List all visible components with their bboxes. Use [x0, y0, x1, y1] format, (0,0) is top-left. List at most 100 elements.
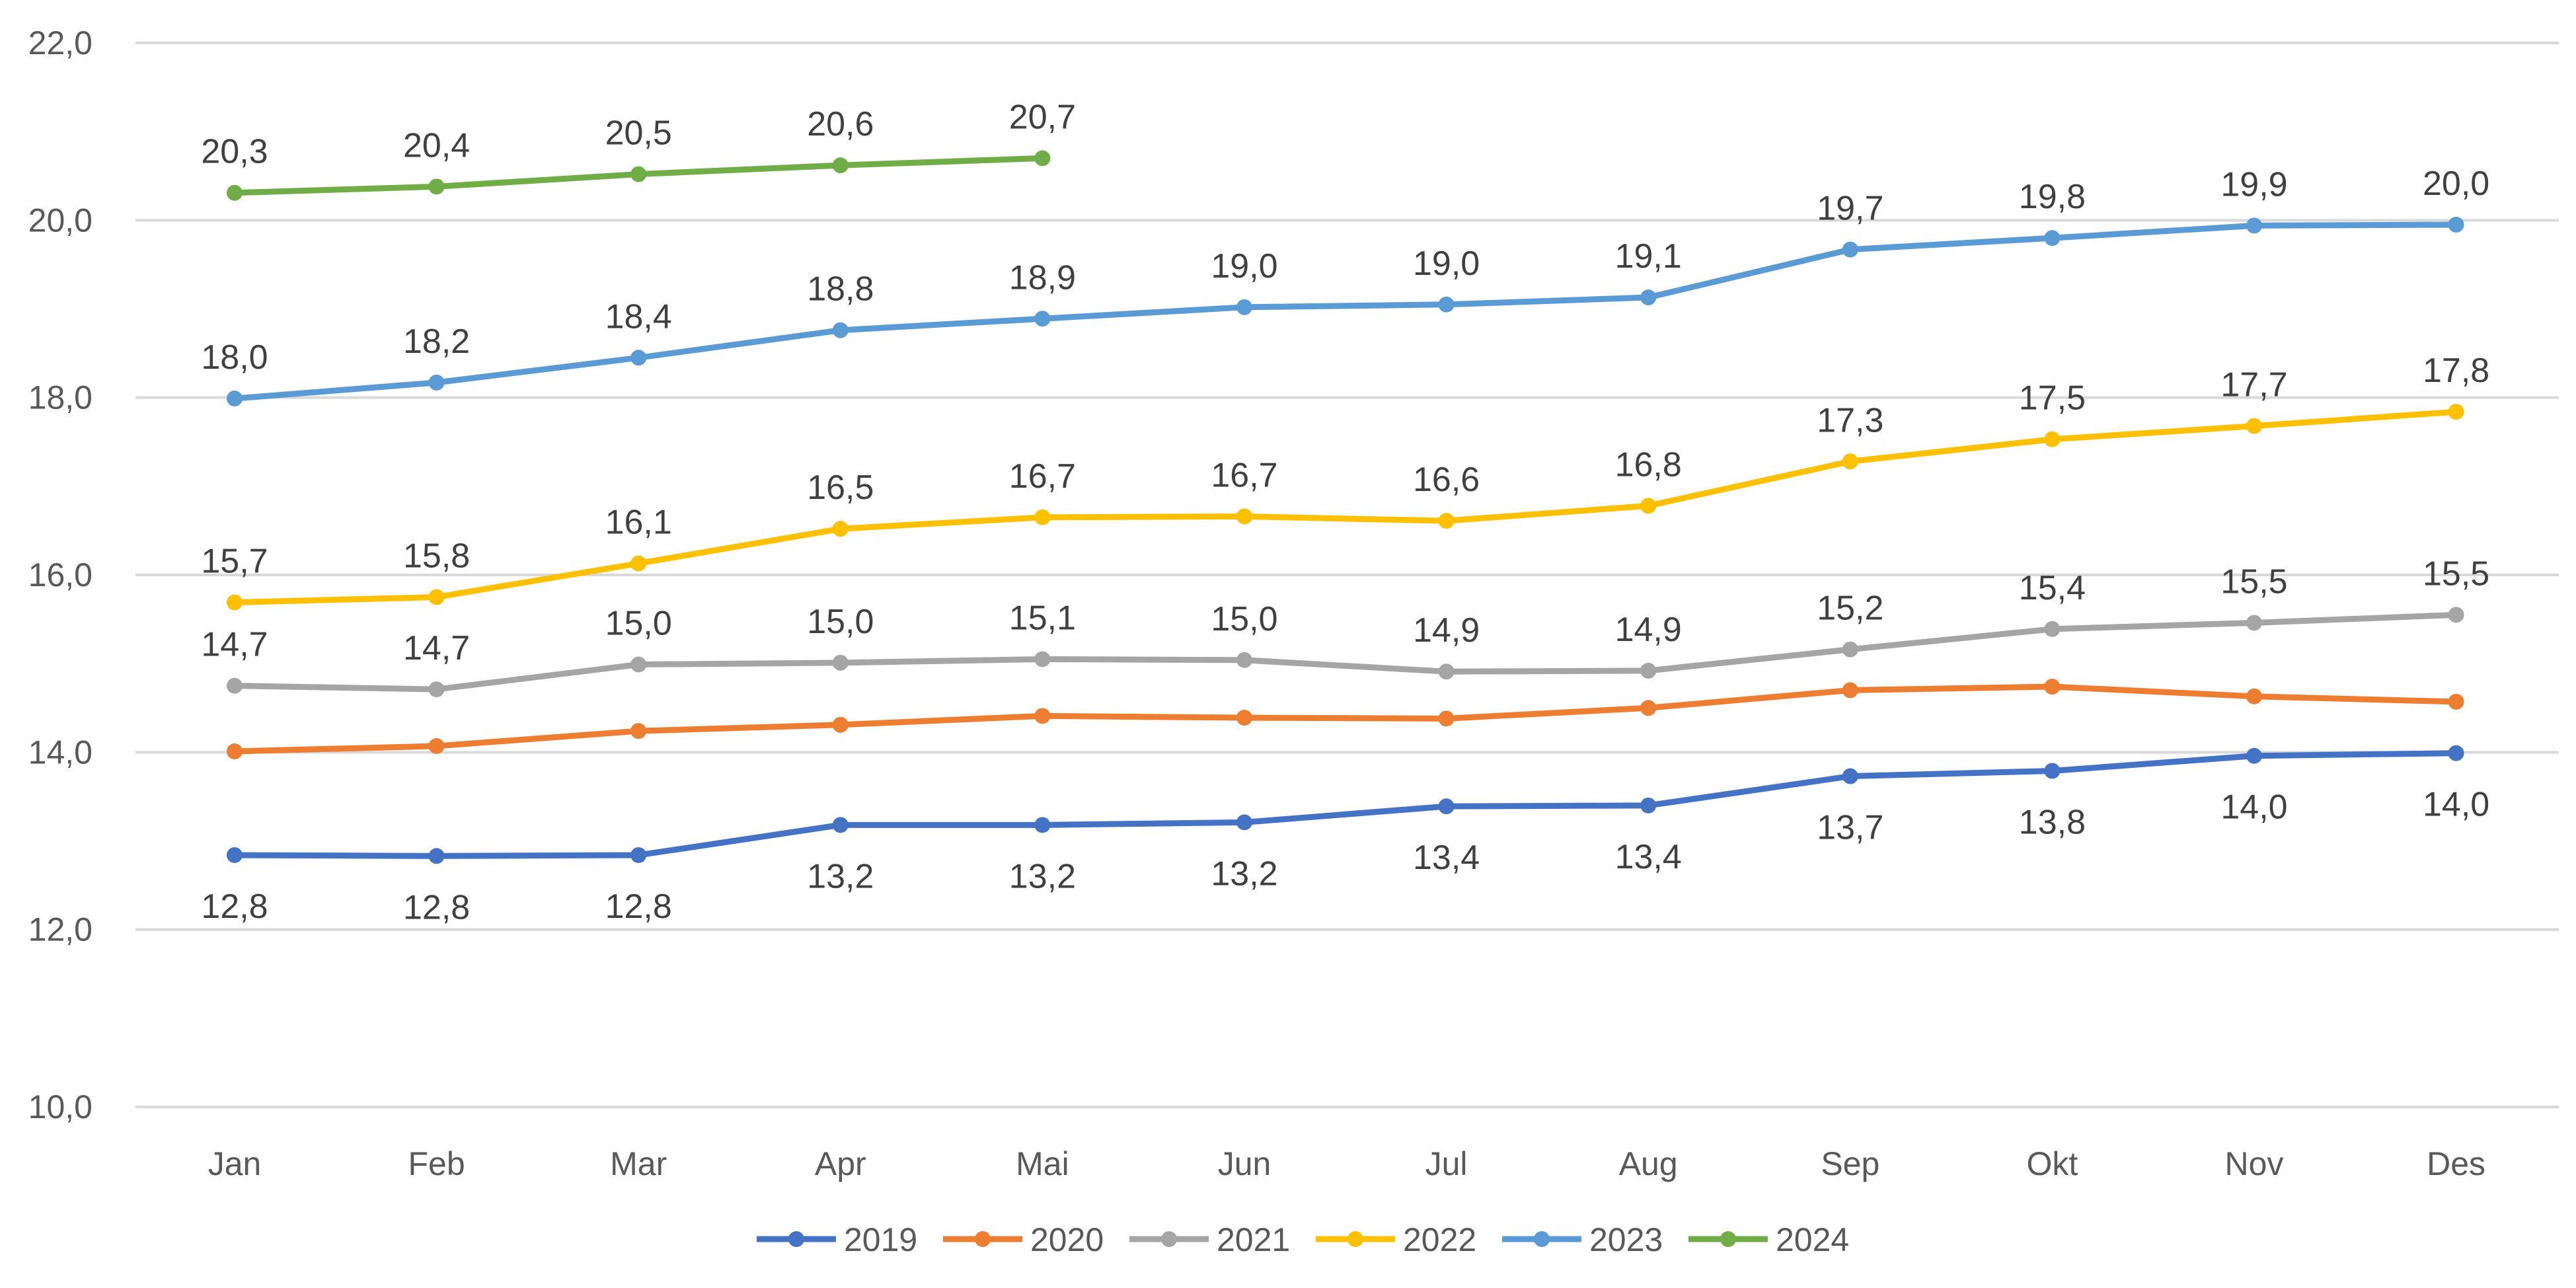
- data-point-2023: [1842, 241, 1858, 258]
- data-point-2022: [2448, 404, 2464, 420]
- data-label-2019: 13,2: [807, 857, 874, 895]
- data-point-2023: [2246, 217, 2262, 234]
- data-point-2019: [1438, 798, 1455, 815]
- data-point-2022: [428, 589, 445, 605]
- data-point-2021: [1438, 663, 1455, 680]
- data-point-2020: [428, 738, 445, 754]
- y-axis-ticks: 10,0 12,0 14,0 16,0 18,0 20,0 22,0: [28, 24, 93, 1125]
- data-label-2023: 19,1: [1615, 237, 1682, 276]
- x-tick-label: Jun: [1218, 1145, 1271, 1182]
- data-label-2021: 15,2: [1817, 589, 1883, 628]
- data-point-2022: [2044, 431, 2061, 447]
- data-point-2021: [1034, 651, 1051, 667]
- data-label-2022: 15,8: [403, 537, 470, 576]
- y-tick-label: 20,0: [28, 202, 93, 239]
- data-point-2020: [1842, 682, 1858, 699]
- legend-label-2023: 2023: [1589, 1221, 1663, 1258]
- data-point-2023: [227, 391, 243, 407]
- data-point-2023: [2448, 217, 2464, 233]
- legend-marker-2019: [788, 1231, 804, 1247]
- data-point-2021: [1236, 652, 1252, 668]
- legend-marker-2020: [975, 1231, 991, 1247]
- data-label-2021: 15,4: [2019, 569, 2086, 607]
- data-label-2022: 17,3: [1817, 401, 1883, 439]
- data-label-2019: 12,8: [605, 888, 672, 926]
- data-label-2021: 15,5: [2220, 562, 2287, 601]
- data-point-2019: [2044, 763, 2061, 779]
- x-tick-label: Nov: [2225, 1145, 2284, 1182]
- data-point-2019: [630, 847, 647, 863]
- data-point-2023: [1034, 311, 1051, 327]
- data-label-2023: 18,4: [605, 297, 672, 336]
- series-line-2021: [234, 611, 2456, 693]
- data-label-2023: 18,8: [807, 270, 874, 309]
- data-label-2021: 15,0: [807, 603, 874, 641]
- legend-label-2024: 2024: [1776, 1221, 1849, 1258]
- data-point-2020: [1236, 710, 1252, 726]
- data-label-2024: 20,7: [1009, 98, 1076, 136]
- legend: 2019 2020 2021 2022 2023 2024: [757, 1221, 1849, 1258]
- data-point-2020: [2246, 688, 2262, 704]
- legend-label-2020: 2020: [1030, 1221, 1104, 1258]
- data-label-2021: 15,5: [2423, 554, 2489, 593]
- data-point-2022: [1438, 513, 1455, 529]
- data-label-2023: 19,0: [1211, 247, 1277, 285]
- data-point-2021: [2044, 621, 2061, 637]
- data-label-2019: 13,7: [1817, 809, 1883, 847]
- y-tick-label: 22,0: [28, 24, 93, 61]
- data-point-2021: [1640, 662, 1657, 679]
- data-label-2023: 19,7: [1817, 190, 1883, 228]
- y-tick-label: 12,0: [28, 911, 93, 948]
- data-label-2023: 19,9: [2220, 165, 2287, 204]
- data-label-2022: 16,7: [1211, 456, 1277, 494]
- data-point-2019: [2448, 745, 2464, 761]
- data-label-2023: 19,0: [1413, 245, 1480, 283]
- data-label-2019: 13,2: [1211, 854, 1277, 893]
- y-tick-label: 16,0: [28, 556, 93, 593]
- data-point-2023: [1438, 296, 1455, 313]
- series-lines: [227, 150, 2464, 864]
- x-tick-label: Jan: [208, 1145, 262, 1182]
- data-label-2022: 16,6: [1413, 461, 1480, 499]
- data-point-2021: [1842, 641, 1858, 658]
- data-point-2023: [832, 322, 849, 338]
- gridlines: [135, 42, 2559, 1108]
- data-label-2019: 12,8: [201, 888, 268, 926]
- data-point-2019: [832, 817, 849, 833]
- data-label-2023: 18,9: [1009, 258, 1076, 297]
- data-point-2022: [1842, 453, 1858, 470]
- data-point-2022: [1640, 498, 1657, 514]
- x-axis-ticks: Jan Feb Mar Apr Mai Jun Jul Aug Sep Okt Nov Des: [208, 1145, 2485, 1182]
- data-label-2019: 13,4: [1615, 838, 1682, 876]
- data-label-2024: 20,6: [807, 105, 874, 143]
- x-tick-label: Des: [2427, 1145, 2485, 1182]
- data-label-2021: 14,9: [1413, 611, 1480, 650]
- data-point-2019: [2246, 747, 2262, 764]
- data-label-2021: 14,7: [403, 629, 470, 667]
- data-label-2019: 13,8: [2019, 804, 2086, 842]
- y-tick-label: 18,0: [28, 379, 93, 416]
- data-label-2019: 13,2: [1009, 857, 1076, 895]
- data-point-2020: [2044, 679, 2061, 695]
- data-label-2021: 15,0: [605, 605, 672, 643]
- data-label-2023: 19,8: [2019, 178, 2086, 216]
- data-labels: 12,8 12,8 12,8 13,2 13,2 13,2 13,4 13,4 13,7 13,8…: [201, 98, 2489, 927]
- series-line-2019: [234, 750, 2456, 859]
- data-point-2019: [428, 848, 445, 864]
- data-label-2021: 14,7: [201, 626, 268, 664]
- series-line-2020: [234, 683, 2456, 755]
- data-label-2022: 17,7: [2220, 366, 2287, 404]
- data-point-2019: [1034, 817, 1051, 833]
- data-label-2023: 18,2: [403, 322, 470, 361]
- series-line-2023: [234, 221, 2456, 402]
- data-point-2024: [227, 184, 243, 201]
- data-point-2021: [428, 681, 445, 698]
- data-point-2020: [2448, 693, 2464, 710]
- data-point-2021: [630, 656, 647, 673]
- data-point-2024: [832, 157, 849, 174]
- data-label-2019: 12,8: [403, 888, 470, 927]
- data-label-2024: 20,5: [605, 114, 672, 153]
- y-tick-label: 14,0: [28, 734, 93, 771]
- data-label-2021: 15,1: [1009, 599, 1076, 637]
